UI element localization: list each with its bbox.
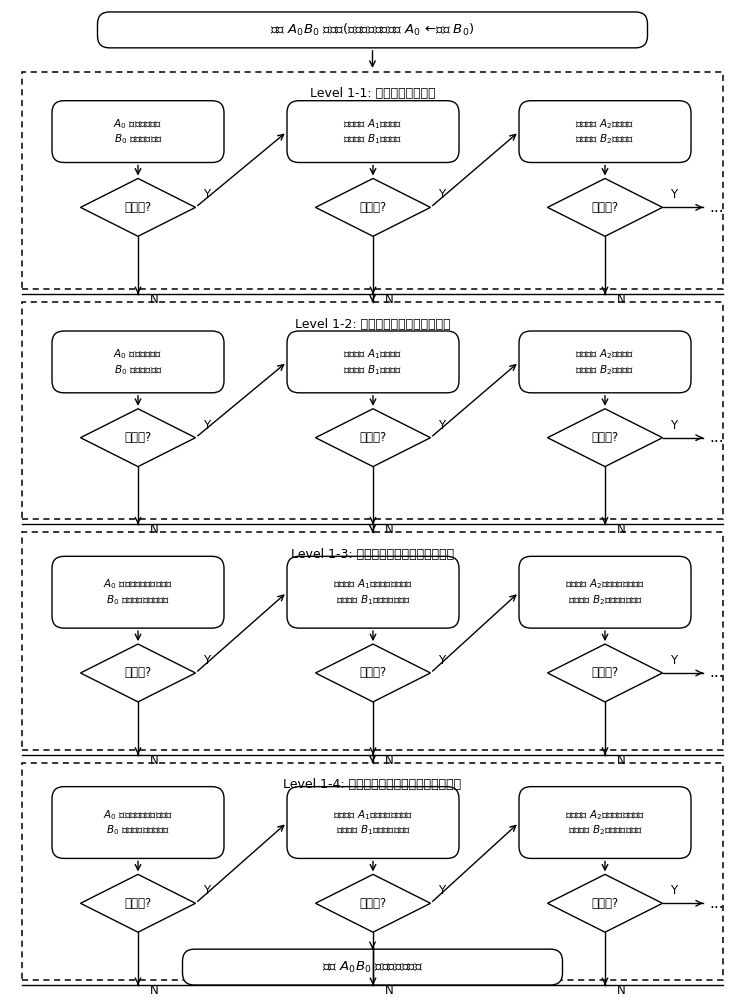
Text: 线路 $A_0B_0$ 过负荷(设潮流流向为节点 $A_0$ ←节点 $B_0$): 线路 $A_0B_0$ 过负荷(设潮流流向为节点 $A_0$ ←节点 $B_0$… [270, 22, 475, 38]
Text: Level 1-3: 调整风电场并网电力（弃风）: Level 1-3: 调整风电场并网电力（弃风） [291, 548, 454, 561]
Text: 次近节点 $A_2$出力增加
次近节点 $B_2$出力降低: 次近节点 $A_2$出力增加 次近节点 $B_2$出力降低 [575, 347, 635, 377]
Text: 过负荷?: 过负荷? [124, 201, 152, 214]
Text: 过负荷?: 过负荷? [359, 431, 387, 444]
Text: Y: Y [203, 884, 211, 897]
Text: 过负荷?: 过负荷? [592, 201, 618, 214]
Polygon shape [80, 644, 195, 702]
FancyBboxPatch shape [287, 331, 459, 393]
Text: N: N [385, 984, 394, 997]
Text: 次近节点 $A_2$出力增加
次近节点 $B_2$出力降低: 次近节点 $A_2$出力增加 次近节点 $B_2$出力降低 [575, 117, 635, 146]
Text: 过负荷?: 过负荷? [124, 431, 152, 444]
Bar [22, 532, 723, 750]
Polygon shape [548, 178, 662, 236]
Polygon shape [80, 874, 195, 932]
Text: Y: Y [203, 654, 211, 667]
Polygon shape [315, 874, 431, 932]
Text: N: N [617, 293, 626, 306]
Bar [22, 302, 723, 519]
Text: Y: Y [670, 654, 678, 667]
Text: N: N [385, 293, 394, 306]
Polygon shape [315, 644, 431, 702]
Text: Y: Y [439, 419, 446, 432]
Text: Y: Y [439, 654, 446, 667]
Text: Level 1-1: 调整常规机组出力: Level 1-1: 调整常规机组出力 [310, 87, 435, 100]
FancyBboxPatch shape [519, 331, 691, 393]
FancyBboxPatch shape [519, 101, 691, 163]
Text: N: N [150, 523, 159, 536]
Text: Level 1-2: 调整水电站可调节部分出力: Level 1-2: 调整水电站可调节部分出力 [295, 318, 450, 331]
Text: 过负荷?: 过负荷? [124, 897, 152, 910]
FancyBboxPatch shape [287, 101, 459, 163]
FancyBboxPatch shape [98, 12, 647, 48]
Text: N: N [150, 754, 159, 767]
Text: 次近节点 $A_2$常规机组出力增加
次近节点 $B_2$风电场出力降低: 次近节点 $A_2$常规机组出力增加 次近节点 $B_2$风电场出力降低 [565, 577, 645, 607]
Text: 最近节点 $A_1$出力增加
最近节点 $B_1$出力降低: 最近节点 $A_1$出力增加 最近节点 $B_1$出力降低 [343, 347, 402, 377]
Text: Level 1-4: 调整水电站强迫部分出力（弃水）: Level 1-4: 调整水电站强迫部分出力（弃水） [283, 778, 462, 791]
Text: Y: Y [670, 884, 678, 897]
Text: N: N [617, 754, 626, 767]
Text: 过负荷?: 过负荷? [592, 431, 618, 444]
Text: N: N [150, 984, 159, 997]
Text: $A_0$ 节点出力增加
$B_0$ 节点出力降低: $A_0$ 节点出力增加 $B_0$ 节点出力降低 [113, 117, 162, 146]
Text: 过负荷?: 过负荷? [359, 201, 387, 214]
FancyBboxPatch shape [519, 787, 691, 858]
Text: 次近节点 $A_2$常规机组出力增加
次近节点 $B_2$水电站出力降低: 次近节点 $A_2$常规机组出力增加 次近节点 $B_2$水电站出力降低 [565, 808, 645, 837]
Text: Y: Y [439, 884, 446, 897]
Text: $A_0$ 节点常规机组出力增加
$B_0$ 节点风电场出力降低: $A_0$ 节点常规机组出力增加 $B_0$ 节点风电场出力降低 [103, 577, 173, 607]
FancyBboxPatch shape [519, 556, 691, 628]
Bar [22, 763, 723, 980]
Text: Y: Y [203, 419, 211, 432]
Text: 过负荷?: 过负荷? [124, 666, 152, 679]
Text: 过负荷?: 过负荷? [359, 897, 387, 910]
Text: Y: Y [439, 188, 446, 201]
Polygon shape [548, 874, 662, 932]
Text: 最近节点 $A_1$常规机组出力增加
最近节点 $B_1$风电场出力降低: 最近节点 $A_1$常规机组出力增加 最近节点 $B_1$风电场出力降低 [333, 577, 413, 607]
Text: ...: ... [709, 200, 723, 215]
Text: Y: Y [203, 188, 211, 201]
Text: 最近节点 $A_1$出力增加
最近节点 $B_1$出力降低: 最近节点 $A_1$出力增加 最近节点 $B_1$出力降低 [343, 117, 402, 146]
FancyBboxPatch shape [52, 787, 224, 858]
FancyBboxPatch shape [287, 556, 459, 628]
Polygon shape [80, 178, 195, 236]
Text: ...: ... [709, 665, 723, 680]
Text: 线路 $A_0B_0$ 过负荷调整完成: 线路 $A_0B_0$ 过负荷调整完成 [322, 960, 423, 975]
Text: 过负荷?: 过负荷? [592, 897, 618, 910]
Polygon shape [80, 409, 195, 467]
Text: Y: Y [670, 419, 678, 432]
Polygon shape [315, 409, 431, 467]
Polygon shape [548, 644, 662, 702]
FancyBboxPatch shape [52, 556, 224, 628]
Text: 最近节点 $A_1$常规机组出力增加
最近节点 $B_1$水电站出力降低: 最近节点 $A_1$常规机组出力增加 最近节点 $B_1$水电站出力降低 [333, 808, 413, 837]
Text: N: N [385, 523, 394, 536]
FancyBboxPatch shape [52, 101, 224, 163]
FancyBboxPatch shape [287, 787, 459, 858]
Text: $A_0$ 节点常规机组出力增加
$B_0$ 节点水电站出力降低: $A_0$ 节点常规机组出力增加 $B_0$ 节点水电站出力降低 [103, 808, 173, 837]
Text: ...: ... [709, 896, 723, 911]
Text: $A_0$ 节点出力增加
$B_0$ 节点出力降低: $A_0$ 节点出力增加 $B_0$ 节点出力降低 [113, 347, 162, 377]
Text: N: N [617, 523, 626, 536]
Polygon shape [315, 178, 431, 236]
Text: N: N [617, 984, 626, 997]
Text: 过负荷?: 过负荷? [359, 666, 387, 679]
Text: Y: Y [670, 188, 678, 201]
FancyBboxPatch shape [183, 949, 562, 985]
Bar [22, 72, 723, 289]
Text: ...: ... [709, 430, 723, 445]
Text: N: N [385, 754, 394, 767]
Text: 过负荷?: 过负荷? [592, 666, 618, 679]
Polygon shape [548, 409, 662, 467]
FancyBboxPatch shape [52, 331, 224, 393]
Text: N: N [150, 293, 159, 306]
